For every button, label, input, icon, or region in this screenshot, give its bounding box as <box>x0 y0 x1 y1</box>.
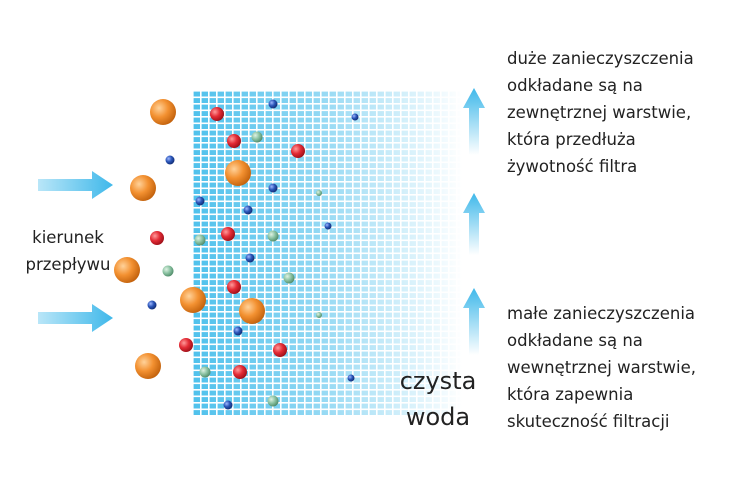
particle <box>114 257 140 283</box>
small-particles-text: małe zanieczyszczenia odkładane są na we… <box>507 304 696 431</box>
text-line: odkładane są na <box>507 76 643 95</box>
particle <box>135 353 161 379</box>
particle <box>223 400 233 410</box>
particle <box>251 131 263 143</box>
particle <box>268 99 278 109</box>
particle <box>227 134 241 148</box>
particle <box>162 265 174 277</box>
particle <box>351 113 359 121</box>
text-line: skuteczność filtracji <box>507 412 670 431</box>
text-line: odkładane są na <box>507 331 643 350</box>
particle <box>165 155 175 165</box>
particle <box>239 298 265 324</box>
particles <box>114 99 359 410</box>
particle <box>150 231 164 245</box>
particle <box>291 144 305 158</box>
water-label: woda <box>406 403 470 431</box>
particle <box>283 272 295 284</box>
particle <box>267 230 279 242</box>
particle <box>180 287 206 313</box>
text-line: zewnętrznej warstwie, <box>507 103 691 122</box>
particle <box>267 395 279 407</box>
particle <box>233 365 247 379</box>
particle <box>221 227 235 241</box>
particle <box>179 338 193 352</box>
flow-arrow <box>38 304 113 332</box>
text-line: żywotność filtra <box>507 157 637 176</box>
particle <box>245 253 255 263</box>
particle <box>225 160 251 186</box>
particle <box>273 343 287 357</box>
particle <box>147 300 157 310</box>
particle <box>194 234 206 246</box>
large-particles-text: duże zanieczyszczenia odkładane są na ze… <box>507 49 694 176</box>
up-arrow <box>463 288 485 355</box>
particle <box>316 312 322 318</box>
text-line: duże zanieczyszczenia <box>507 49 694 68</box>
text-line: która zapewnia <box>507 385 633 404</box>
water-label: czysta <box>400 367 477 395</box>
particle <box>268 183 278 193</box>
flow-label: kierunek <box>32 228 104 247</box>
particle <box>316 190 322 196</box>
particle <box>324 222 332 230</box>
text-line: małe zanieczyszczenia <box>507 304 695 323</box>
particle <box>347 374 355 382</box>
particle <box>150 99 176 125</box>
flow-arrow <box>38 171 113 199</box>
text-line: która przedłuża <box>507 130 636 149</box>
particle <box>233 326 243 336</box>
particle <box>210 107 224 121</box>
particle <box>199 366 211 378</box>
flow-label: przepływu <box>26 255 111 274</box>
particle <box>195 196 205 206</box>
particle <box>227 280 241 294</box>
up-arrow <box>463 193 485 255</box>
text-line: wewnętrznej warstwie, <box>507 358 696 377</box>
particle <box>130 175 156 201</box>
up-arrow <box>463 88 485 155</box>
particle <box>243 205 253 215</box>
